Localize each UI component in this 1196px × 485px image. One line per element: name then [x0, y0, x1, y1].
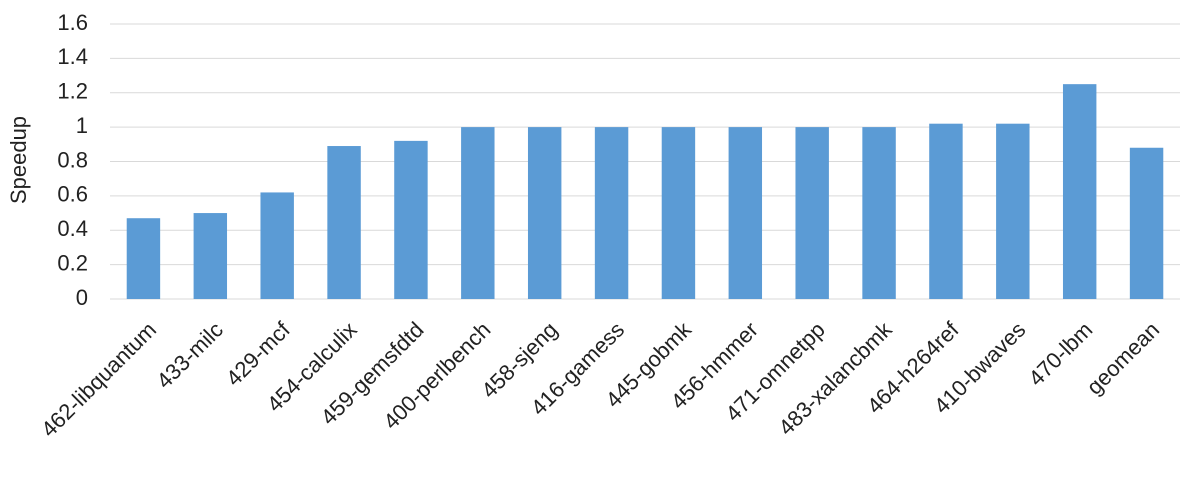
bar: [795, 127, 829, 299]
bar: [1129, 147, 1164, 299]
bar: [862, 127, 896, 299]
bar: [327, 146, 361, 299]
y-tick-label: 1.4: [57, 44, 88, 69]
bar: [929, 123, 963, 299]
y-tick-label: 0.8: [57, 147, 88, 172]
bar: [461, 127, 495, 299]
bar: [126, 218, 161, 299]
bar: [1062, 84, 1097, 299]
x-tick-label: 462-libquantum: [36, 317, 161, 442]
x-tick-label: 433-milc: [151, 317, 227, 393]
x-tick-label: geomean: [1082, 317, 1165, 400]
x-tick-label: 483-xalancbmk: [774, 316, 898, 440]
y-tick-label: 0: [76, 285, 88, 310]
bar: [661, 127, 696, 299]
bar: [728, 127, 763, 299]
bar: [394, 140, 428, 299]
bar: [260, 192, 294, 299]
y-tick-label: 0.4: [57, 216, 88, 241]
bar: [594, 127, 629, 299]
bar: [527, 127, 562, 299]
y-tick-label: 1: [76, 113, 88, 138]
y-tick-label: 0.6: [57, 182, 88, 207]
y-tick-label: 1.6: [57, 10, 88, 35]
y-tick-label: 0.2: [57, 250, 88, 275]
y-tick-label: 1.2: [57, 79, 88, 104]
bar: [996, 123, 1030, 299]
y-axis-title: Speedup: [6, 116, 31, 204]
bar: [193, 213, 228, 299]
